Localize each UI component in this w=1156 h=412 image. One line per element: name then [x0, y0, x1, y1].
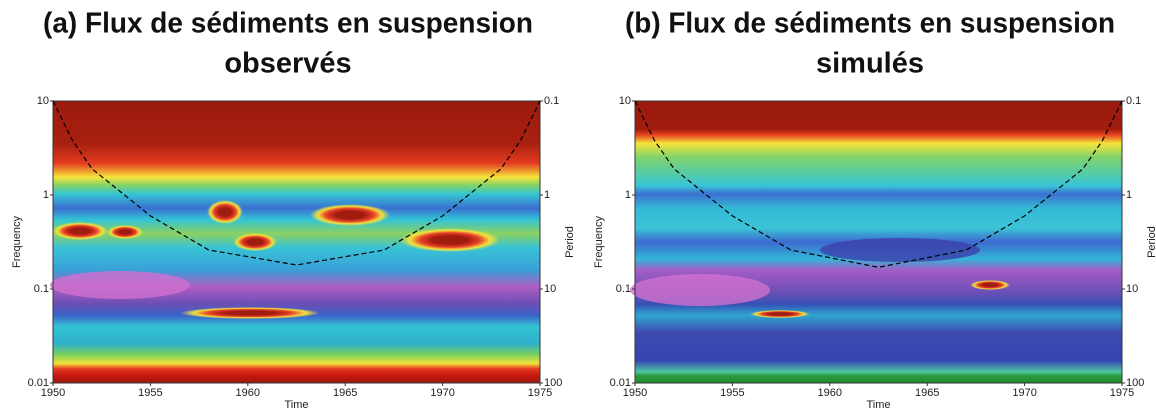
spectrum-blob — [52, 222, 108, 240]
y2-tick-label: 0.1 — [1126, 95, 1141, 107]
spectrum-blob — [750, 310, 810, 318]
x-tick-label: 1965 — [333, 387, 357, 399]
cone-of-influence — [52, 100, 541, 266]
spectrum-blob — [207, 200, 243, 224]
chart-title: (b) Flux de sédiments en suspension — [625, 8, 1115, 40]
spectrum-blob — [50, 271, 190, 299]
cone-of-influence — [634, 100, 1123, 268]
y-axis-label: Frequency — [11, 216, 23, 268]
y-tick-label: 0.1 — [34, 283, 49, 295]
x-axis-label: Time — [866, 399, 890, 411]
y2-tick-label: 10 — [1126, 283, 1138, 295]
spectrum-blob — [180, 307, 320, 319]
y2-axis-label: Period — [1146, 226, 1156, 258]
y2-tick-label: 1 — [1126, 189, 1132, 201]
y2-tick-label: 100 — [1126, 377, 1144, 389]
y-tick-label: 0.01 — [28, 377, 49, 389]
spectrum-blob — [820, 238, 980, 262]
x-tick-label: 1965 — [915, 387, 939, 399]
y-tick-label: 0.1 — [616, 283, 631, 295]
y2-tick-label: 10 — [544, 283, 556, 295]
chart-title: observés — [224, 48, 351, 80]
y-tick-label: 0.01 — [610, 377, 631, 389]
y-tick-label: 1 — [625, 189, 631, 201]
x-tick-label: 1970 — [1012, 387, 1036, 399]
x-tick-label: 1955 — [720, 387, 744, 399]
y2-tick-label: 1 — [544, 189, 550, 201]
x-tick-label: 1960 — [818, 387, 842, 399]
spectrum-blob — [233, 233, 277, 251]
chart-title: simulés — [816, 48, 924, 80]
x-tick-label: 1975 — [528, 387, 552, 399]
spectrum-blob — [107, 225, 143, 239]
x-tick-label: 1950 — [41, 387, 65, 399]
x-axis-label: Time — [284, 399, 308, 411]
spectrum-a — [50, 101, 540, 383]
y2-tick-label: 100 — [544, 377, 562, 389]
spectrum-b — [630, 101, 1122, 383]
chart-title: (a) Flux de sédiments en suspension — [43, 8, 533, 40]
plot-frame — [634, 100, 1123, 384]
y-tick-label: 1 — [43, 189, 49, 201]
x-tick-label: 1955 — [138, 387, 162, 399]
spectrum-blob — [630, 274, 770, 306]
x-tick-label: 1975 — [1110, 387, 1134, 399]
x-tick-label: 1960 — [236, 387, 260, 399]
spectrum-blob — [400, 228, 500, 252]
spectrum-blob — [310, 204, 390, 226]
x-tick-label: 1970 — [430, 387, 454, 399]
spectrum-blob — [970, 280, 1010, 290]
y-tick-label: 10 — [37, 95, 49, 107]
y2-axis-label: Period — [564, 226, 576, 258]
y2-tick-label: 0.1 — [544, 95, 559, 107]
x-tick-label: 1950 — [623, 387, 647, 399]
y-axis-label: Frequency — [593, 216, 605, 268]
plot-frame — [52, 100, 541, 384]
y-tick-label: 10 — [619, 95, 631, 107]
